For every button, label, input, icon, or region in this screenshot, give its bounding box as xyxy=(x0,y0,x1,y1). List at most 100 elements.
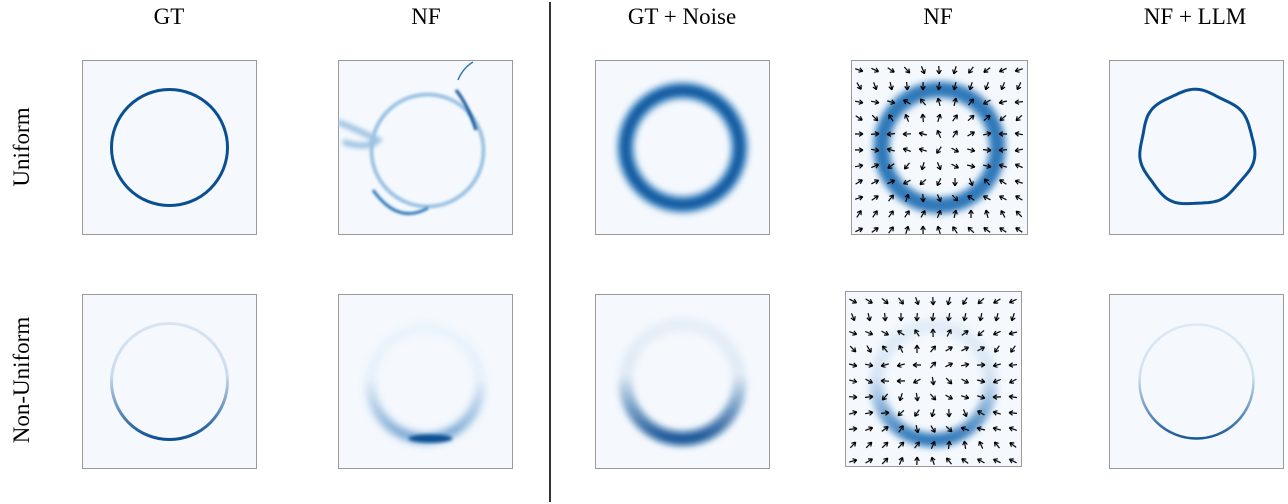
row-label-uniform: Uniform xyxy=(9,107,34,187)
vector-arrow xyxy=(872,82,878,91)
vector-arrow xyxy=(881,441,889,449)
vector-arrow xyxy=(1014,131,1024,137)
ring xyxy=(369,92,486,209)
vector-arrow xyxy=(1009,442,1017,448)
vector-arrow xyxy=(881,297,889,305)
vector-arrow xyxy=(968,82,974,91)
vector-arrow xyxy=(999,114,1007,122)
vector-arrow xyxy=(880,362,889,368)
vector-arrow xyxy=(930,345,937,353)
vector-arrow xyxy=(982,147,992,153)
column-title-nf-llm: NF + LLM xyxy=(1143,4,1247,29)
vector-arrow xyxy=(898,456,904,465)
column-title-gt: GT xyxy=(153,4,185,29)
vector-arrow xyxy=(1008,362,1018,368)
vector-arrow xyxy=(992,394,1002,400)
vector-arrow xyxy=(914,424,920,434)
panel-uniform-nf xyxy=(338,60,513,235)
vector-arrow xyxy=(871,114,879,122)
vector-arrow xyxy=(998,67,1007,73)
panel-non-uniform-nf-llm xyxy=(1109,294,1284,469)
vector-arrow xyxy=(914,456,920,466)
vector-arrow xyxy=(982,131,992,137)
vector-arrow xyxy=(952,226,958,234)
vector-arrow xyxy=(881,457,889,465)
vector-arrow xyxy=(976,426,986,432)
vector-arrow xyxy=(946,296,952,306)
vector-arrow xyxy=(929,393,937,401)
vector-arrow xyxy=(952,97,958,107)
vector-arrow xyxy=(898,393,904,402)
ring xyxy=(1138,87,1257,206)
vector-arrow xyxy=(898,425,904,433)
vector-arrow xyxy=(914,344,920,353)
vector-arrow xyxy=(951,194,959,202)
vector-arrow xyxy=(848,394,858,400)
vector-arrow xyxy=(849,330,858,336)
vector-arrow xyxy=(961,458,969,464)
vector-arrow xyxy=(967,131,976,137)
vector-arrow xyxy=(888,210,894,218)
vector-arrow xyxy=(854,99,864,105)
vector-arrow xyxy=(1014,147,1024,153)
vector-arrow xyxy=(936,65,942,75)
vector-arrow xyxy=(967,195,975,201)
vector-arrow xyxy=(1000,209,1006,218)
vector-arrow xyxy=(952,66,958,75)
vector-arrow xyxy=(920,81,926,91)
vector-arrow xyxy=(898,297,904,305)
vector-arrow xyxy=(977,346,986,352)
vector-arrow xyxy=(976,378,986,384)
vector-arrow xyxy=(897,409,905,417)
vector-arrow xyxy=(1016,82,1022,91)
vector-arrow xyxy=(977,297,985,305)
vector-arrow xyxy=(887,179,896,185)
vector-arrow xyxy=(880,378,890,384)
vector-arrow xyxy=(978,312,984,322)
vector-arrow xyxy=(864,362,874,368)
vector-arrow xyxy=(1014,163,1023,169)
column-title-nf-field: NF xyxy=(923,4,953,29)
section-divider xyxy=(549,2,551,502)
vector-arrow xyxy=(865,298,873,304)
vector-arrow xyxy=(930,296,936,306)
panel-uniform-nf-llm xyxy=(1109,60,1284,235)
vector-arrow xyxy=(896,378,906,384)
vector-arrow xyxy=(904,81,910,91)
vector-arrow xyxy=(992,458,1001,464)
vector-arrow xyxy=(848,426,858,432)
vector-arrow xyxy=(865,441,873,449)
vector-arrow xyxy=(1008,378,1017,384)
vector-arrow xyxy=(946,440,952,450)
vector-arrow xyxy=(930,328,936,338)
vector-arrow xyxy=(936,178,942,187)
vector-arrow xyxy=(983,114,991,122)
vector-arrow xyxy=(936,129,942,138)
vector-arrow xyxy=(930,409,936,418)
vector-arrow xyxy=(945,457,952,465)
vector-arrow xyxy=(998,99,1008,105)
vector-arrow xyxy=(886,147,895,153)
vector-arrow xyxy=(951,163,960,169)
ring xyxy=(110,88,229,207)
vector-arrow xyxy=(903,66,911,74)
vector-arrow xyxy=(849,345,857,353)
vector-arrow xyxy=(994,312,1000,322)
vector-arrow xyxy=(849,378,858,384)
vector-arrow xyxy=(982,99,991,105)
vector-arrow xyxy=(886,131,896,137)
vector-arrow xyxy=(977,329,985,337)
vector-arrow xyxy=(1008,298,1017,304)
vector-arrow xyxy=(977,394,986,400)
vector-arrow xyxy=(919,178,927,186)
vector-arrow xyxy=(854,147,864,153)
vector-arrow xyxy=(1000,82,1006,91)
panel-background xyxy=(82,294,257,469)
vector-arrow xyxy=(962,312,968,322)
vector-arrow xyxy=(914,297,920,306)
vector-arrow xyxy=(976,362,986,368)
vector-arrow xyxy=(936,97,942,107)
vector-arrow xyxy=(984,81,990,91)
vector-arrow xyxy=(993,298,1001,304)
vector-arrow xyxy=(870,147,880,153)
